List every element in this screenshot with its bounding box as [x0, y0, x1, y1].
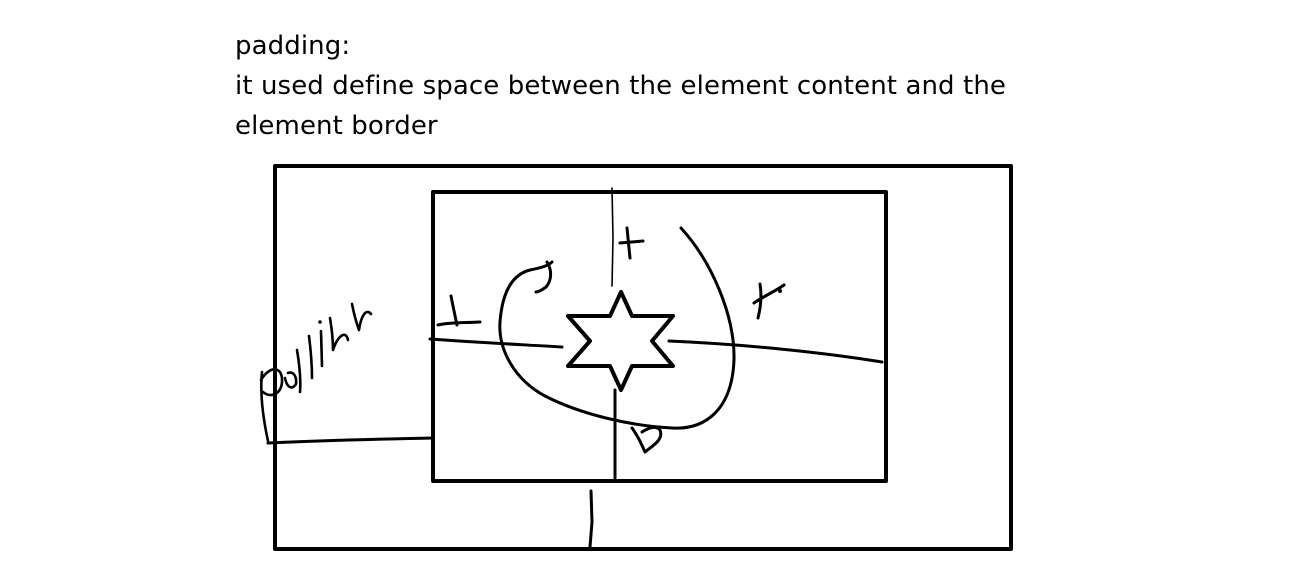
bottom-gap-line	[588, 489, 594, 549]
label-t	[618, 226, 645, 260]
star-icon	[566, 290, 675, 392]
left-padding-line	[428, 337, 564, 349]
padding-pointer-line	[266, 436, 434, 445]
top-padding-line	[611, 187, 614, 287]
label-padding	[259, 302, 373, 443]
label-r	[752, 282, 786, 320]
curved-arrow-head	[534, 260, 553, 294]
label-r-dot	[778, 289, 782, 293]
label-padding-dot	[318, 320, 322, 324]
notes-text: padding: it used define space between th…	[235, 26, 1006, 146]
notes-line-2: element border	[235, 111, 438, 141]
label-b	[630, 425, 663, 454]
notes-heading: padding:	[235, 31, 351, 61]
right-padding-line	[667, 339, 884, 364]
content-box	[431, 190, 888, 483]
notes-line-1: it used define space between the element…	[235, 71, 1006, 101]
outer-border-box	[273, 164, 1013, 551]
label-l	[436, 294, 482, 327]
curved-arrow	[498, 226, 736, 430]
